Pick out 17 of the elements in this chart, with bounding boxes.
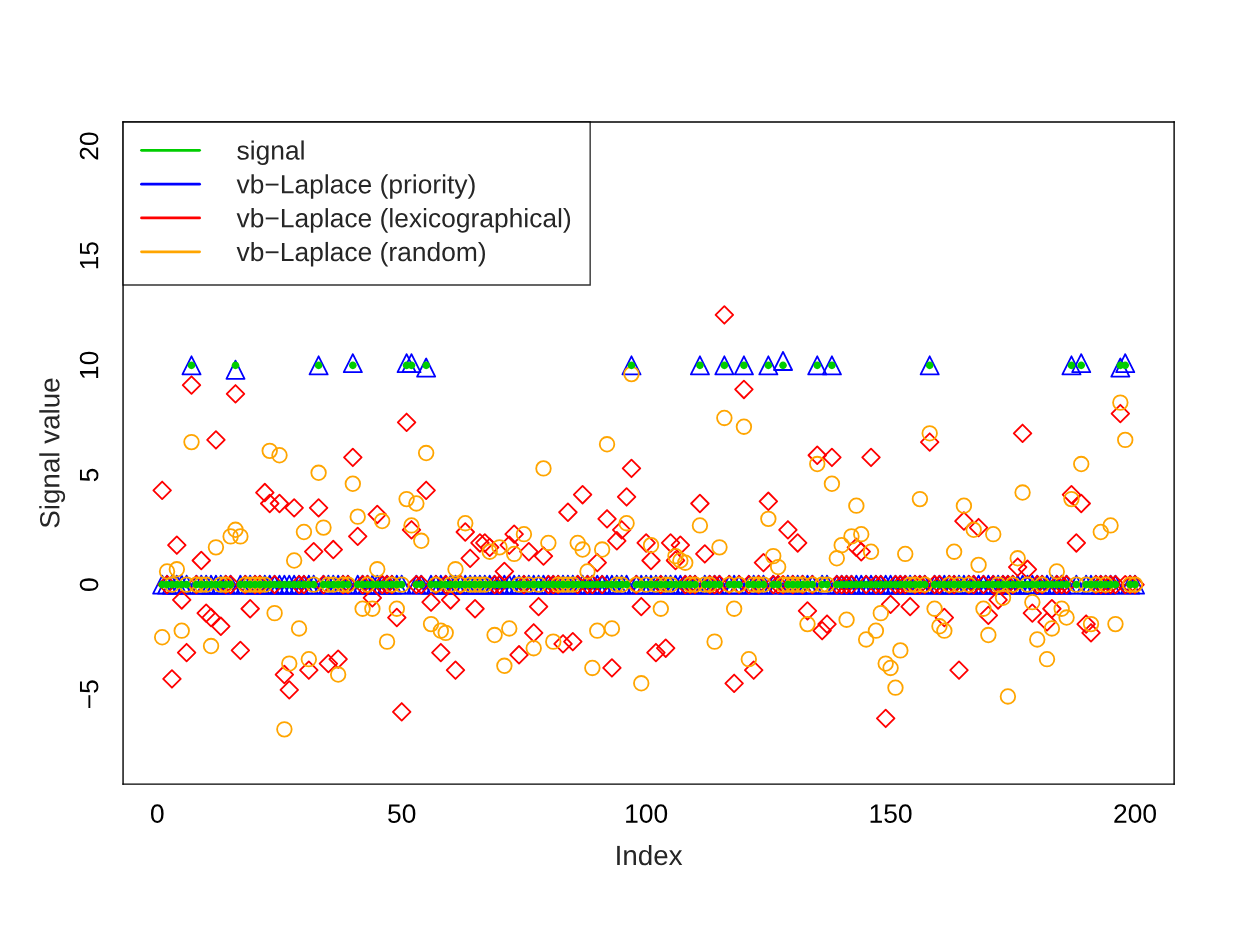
legend-label: vb−Laplace (random) bbox=[236, 241, 485, 267]
y-tick-label: 0 bbox=[79, 578, 99, 591]
x-tick-label: 100 bbox=[626, 804, 668, 823]
x-tick-label: 50 bbox=[388, 804, 416, 823]
y-tick-label: 10 bbox=[79, 351, 99, 378]
y-tick-label: 15 bbox=[79, 242, 99, 269]
legend-label: vb−Laplace (priority) bbox=[236, 174, 475, 199]
legend-label: signal bbox=[237, 140, 304, 166]
x-tick-label: 150 bbox=[870, 804, 912, 823]
legend-label: vb−Laplace (lexicographical) bbox=[236, 208, 571, 233]
x-tick-label: 0 bbox=[150, 804, 164, 823]
x-tick-label: 200 bbox=[1114, 804, 1156, 823]
y-tick-label: 20 bbox=[79, 132, 99, 160]
y-tick-label: −5 bbox=[79, 680, 99, 708]
y-axis-title: Signal value bbox=[39, 378, 66, 528]
y-tick-label: 5 bbox=[79, 468, 99, 482]
x-axis-title: Index bbox=[617, 844, 683, 866]
